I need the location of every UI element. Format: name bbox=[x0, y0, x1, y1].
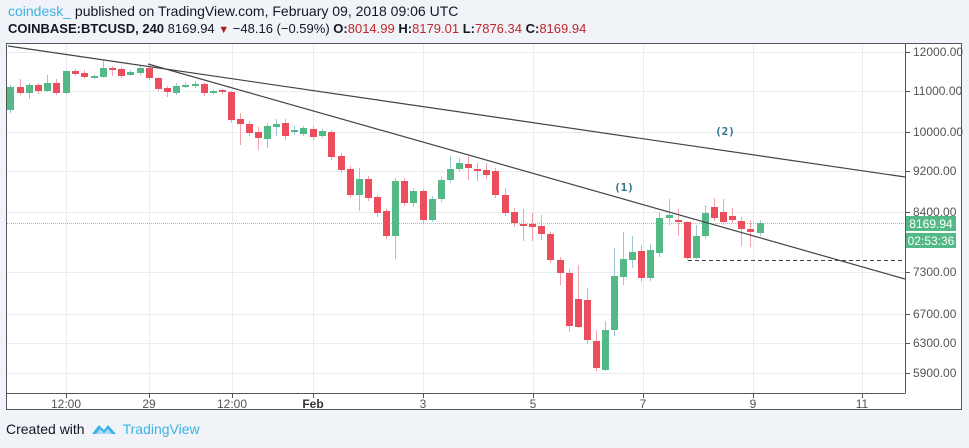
time-tick-label: 12:00 bbox=[217, 397, 247, 411]
price-tick-label: 6700.00 bbox=[913, 307, 957, 321]
trendlines[interactable] bbox=[7, 45, 906, 280]
price-tick-label: 9200.00 bbox=[913, 164, 957, 178]
footer: Created with TradingView bbox=[6, 421, 200, 437]
publish-info: coindesk_ published on TradingView.com, … bbox=[8, 3, 458, 19]
time-tick-label: 11 bbox=[856, 397, 869, 411]
price-tick-label: 11000.00 bbox=[913, 84, 962, 98]
time-tick-label: 3 bbox=[420, 397, 427, 411]
low-label: L: bbox=[462, 21, 475, 36]
triangle-down-icon: ▼ bbox=[218, 24, 230, 36]
tradingview-link[interactable]: TradingView bbox=[122, 421, 200, 437]
price-tick-label: 8400.00 bbox=[913, 205, 957, 219]
close-value: 8169.94 bbox=[539, 21, 587, 36]
price-tick-label: 12000.00 bbox=[913, 45, 963, 59]
open-value: 8014.99 bbox=[347, 21, 395, 36]
time-tick-label: 9 bbox=[750, 397, 757, 411]
published-text: published on TradingView.com, February 0… bbox=[71, 3, 459, 19]
last-price: 8169.94 bbox=[167, 21, 215, 36]
time-tick-label: Feb bbox=[302, 397, 323, 411]
open-label: O: bbox=[333, 21, 348, 36]
price-axis[interactable]: 12000.00 11000.00 10000.00 9200.00 8400.00 73… bbox=[905, 45, 963, 380]
tradingview-logo-icon[interactable] bbox=[91, 422, 117, 436]
close-label: C: bbox=[525, 21, 540, 36]
candlestick-series bbox=[7, 60, 764, 371]
countdown-tag-value: 02:53:36 bbox=[908, 234, 955, 248]
author-link[interactable]: coindesk_ bbox=[8, 3, 72, 19]
trendline-labels: (1) (2) bbox=[614, 125, 735, 194]
low-value: 7876.34 bbox=[474, 21, 522, 36]
grid-lines bbox=[7, 44, 905, 393]
svg-text:(2): (2) bbox=[715, 125, 735, 138]
time-axis[interactable]: 12:00 29 12:00 Feb 3 5 7 9 11 bbox=[51, 393, 869, 411]
svg-text:(1): (1) bbox=[614, 181, 634, 194]
high-label: H: bbox=[398, 21, 413, 36]
symbol-legend: COINBASE:BTCUSD, 240 8169.94 ▼ −48.16 (−… bbox=[8, 21, 586, 36]
price-tick-label: 7300.00 bbox=[913, 265, 957, 279]
time-tick-label: 5 bbox=[530, 397, 537, 411]
symbol-title: COINBASE:BTCUSD, 240 bbox=[8, 21, 165, 36]
price-tick-label: 6300.00 bbox=[913, 336, 957, 350]
change-value: −48.16 (−0.59%) bbox=[232, 21, 330, 36]
chart-frame bbox=[6, 43, 962, 410]
time-tick-label: 12:00 bbox=[51, 397, 81, 411]
last-price-tag-value: 8169.94 bbox=[909, 217, 953, 231]
price-tick-label: 10000.00 bbox=[913, 125, 963, 139]
time-tick-label: 7 bbox=[640, 397, 647, 411]
last-price-tag: 8169.94 02:53:36 bbox=[906, 216, 956, 248]
high-value: 8179.01 bbox=[412, 21, 460, 36]
created-with-text: Created with bbox=[6, 421, 85, 437]
time-tick-label: 29 bbox=[142, 397, 156, 411]
price-tick-label: 5900.00 bbox=[913, 366, 957, 380]
